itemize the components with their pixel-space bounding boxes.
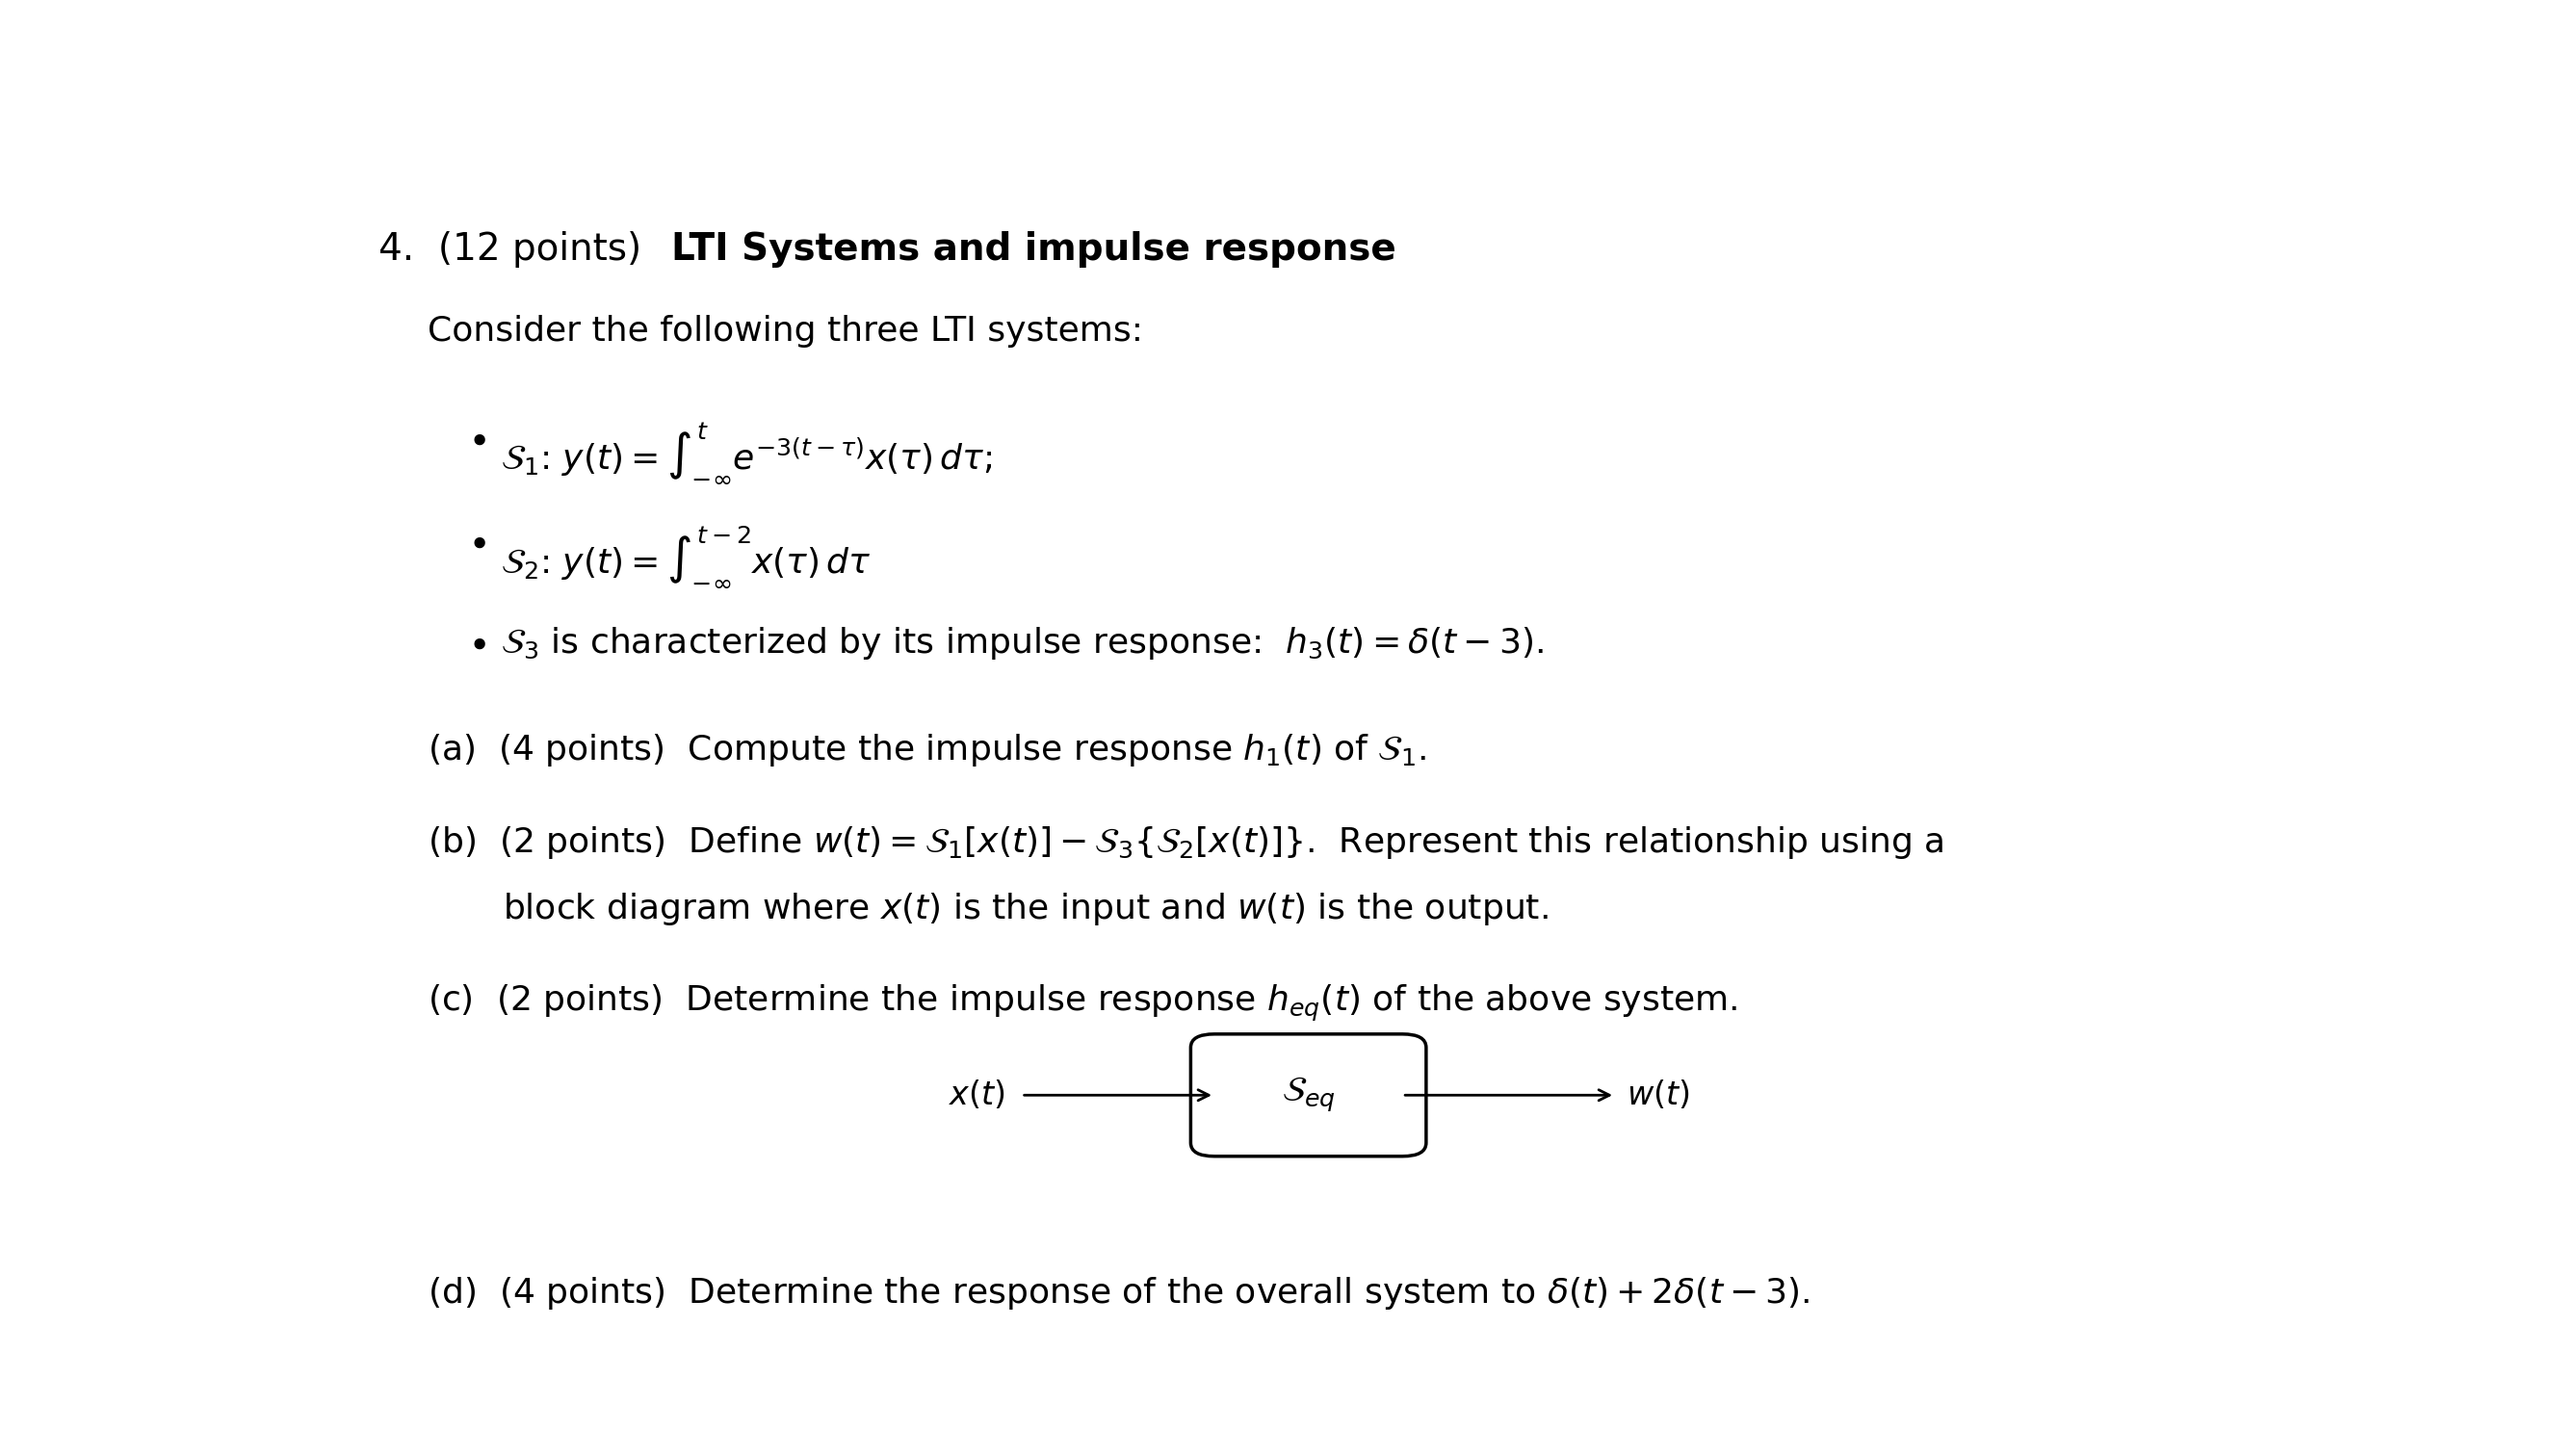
Text: $\bullet$: $\bullet$ (467, 626, 488, 662)
Text: $\bullet$: $\bullet$ (467, 421, 488, 459)
Text: Consider the following three LTI systems:: Consider the following three LTI systems… (429, 314, 1144, 348)
Text: 4.  (12 points): 4. (12 points) (378, 232, 654, 268)
Text: (d)  (4 points)  Determine the response of the overall system to $\delta(t) + 2\: (d) (4 points) Determine the response of… (429, 1274, 1810, 1312)
FancyBboxPatch shape (1190, 1034, 1427, 1156)
Text: $w(t)$: $w(t)$ (1626, 1079, 1690, 1111)
Text: (c)  (2 points)  Determine the impulse response $h_{eq}(t)$ of the above system.: (c) (2 points) Determine the impulse res… (429, 983, 1739, 1024)
Text: (b)  (2 points)  Define $w(t) = \mathcal{S}_1[x(t)] - \mathcal{S}_3\{\mathcal{S}: (b) (2 points) Define $w(t) = \mathcal{S… (429, 824, 1945, 860)
Text: block diagram where $x(t)$ is the input and $w(t)$ is the output.: block diagram where $x(t)$ is the input … (503, 891, 1550, 927)
Text: $\mathcal{S}_2$: $y(t) = \int_{-\infty}^{t-2} x(\tau)\,d\tau$: $\mathcal{S}_2$: $y(t) = \int_{-\infty}^… (500, 524, 871, 588)
Text: $\mathcal{S}_{eq}$: $\mathcal{S}_{eq}$ (1282, 1076, 1335, 1114)
Text: (a)  (4 points)  Compute the impulse response $h_1(t)$ of $\mathcal{S}_1$.: (a) (4 points) Compute the impulse respo… (429, 732, 1427, 769)
Text: $\bullet$: $\bullet$ (467, 524, 488, 561)
Text: $\mathcal{S}_3$ is characterized by its impulse response:  $h_3(t) = \delta(t-3): $\mathcal{S}_3$ is characterized by its … (500, 626, 1545, 662)
Text: $x(t)$: $x(t)$ (950, 1079, 1006, 1111)
Text: $\mathcal{S}_1$: $y(t) = \int_{-\infty}^{t} e^{-3(t-\tau)} x(\tau)\,d\tau$;: $\mathcal{S}_1$: $y(t) = \int_{-\infty}^… (500, 421, 993, 485)
Text: LTI Systems and impulse response: LTI Systems and impulse response (671, 232, 1396, 268)
